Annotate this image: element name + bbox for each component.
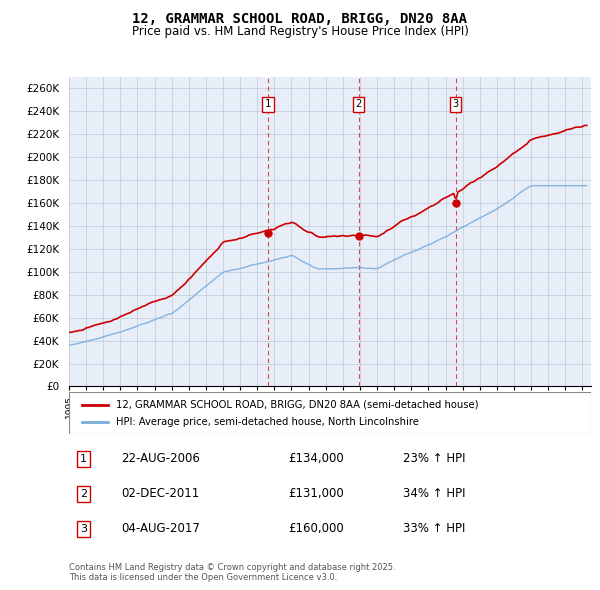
Text: £131,000: £131,000 (288, 487, 344, 500)
Text: 34% ↑ HPI: 34% ↑ HPI (403, 487, 466, 500)
Text: 23% ↑ HPI: 23% ↑ HPI (403, 452, 466, 465)
Text: 3: 3 (452, 99, 459, 109)
Text: 22-AUG-2006: 22-AUG-2006 (121, 452, 200, 465)
Text: 1: 1 (80, 454, 87, 464)
Text: 33% ↑ HPI: 33% ↑ HPI (403, 522, 466, 535)
Text: Contains HM Land Registry data © Crown copyright and database right 2025.
This d: Contains HM Land Registry data © Crown c… (69, 563, 395, 582)
Text: 12, GRAMMAR SCHOOL ROAD, BRIGG, DN20 8AA (semi-detached house): 12, GRAMMAR SCHOOL ROAD, BRIGG, DN20 8AA… (116, 400, 478, 409)
Text: £160,000: £160,000 (288, 522, 344, 535)
Text: £134,000: £134,000 (288, 452, 344, 465)
Text: 1: 1 (265, 99, 271, 109)
Text: 3: 3 (80, 524, 87, 534)
Text: 2: 2 (80, 489, 87, 499)
Text: Price paid vs. HM Land Registry's House Price Index (HPI): Price paid vs. HM Land Registry's House … (131, 25, 469, 38)
Text: 04-AUG-2017: 04-AUG-2017 (121, 522, 200, 535)
Text: HPI: Average price, semi-detached house, North Lincolnshire: HPI: Average price, semi-detached house,… (116, 418, 419, 428)
Text: 12, GRAMMAR SCHOOL ROAD, BRIGG, DN20 8AA: 12, GRAMMAR SCHOOL ROAD, BRIGG, DN20 8AA (133, 12, 467, 26)
Text: 2: 2 (355, 99, 362, 109)
FancyBboxPatch shape (69, 392, 591, 434)
Text: 02-DEC-2011: 02-DEC-2011 (121, 487, 199, 500)
